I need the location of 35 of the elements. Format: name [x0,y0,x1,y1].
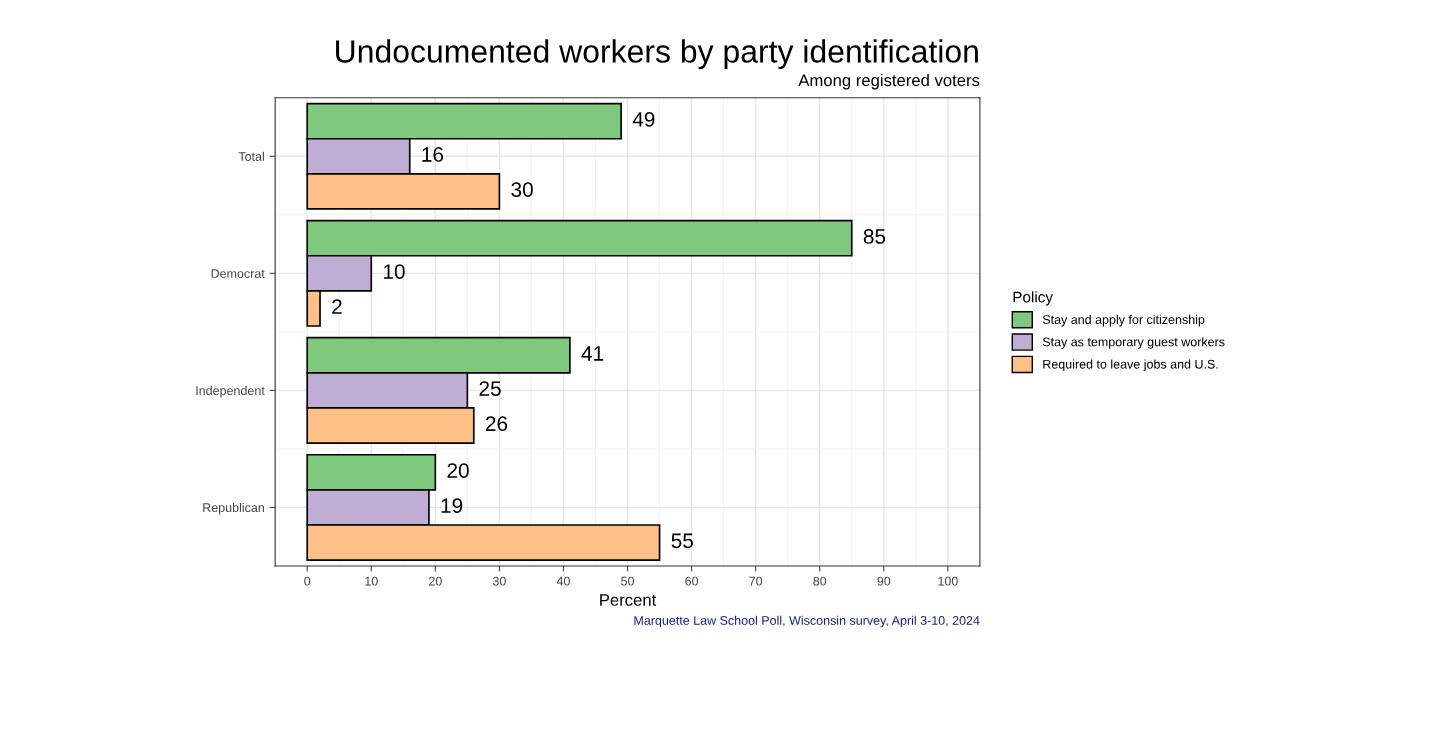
legend-title: Policy [1013,291,1053,306]
data-label: 41 [581,346,604,361]
legend-label: Stay as temporary guest workers [1042,337,1225,349]
x-tick-label: 0 [304,576,311,586]
data-label: 49 [632,112,655,127]
y-tick-label: Democrat [211,269,265,278]
text: Marquette Law School Poll, Wisconsin survey, April 3-10, 2024 [634,615,980,628]
x-tick-label: 70 [749,576,763,586]
x-tick-label: 100 [938,576,958,586]
legend-label: Stay and apply for citizenship [1042,314,1205,327]
x-tick-label: 40 [556,576,570,586]
data-label: 85 [863,229,886,244]
data-label: 20 [447,463,469,478]
x-tick-label: 80 [813,576,827,586]
y-tick-label: Republican [203,502,264,515]
data-label: 26 [485,416,508,432]
chart-subtitle: Among registered voters [798,73,980,90]
data-label: 30 [511,182,533,197]
x-tick-label: 90 [877,576,891,586]
x-tick-label: 60 [685,576,699,586]
x-tick-label: 50 [621,576,634,586]
data-label: 19 [441,498,463,514]
legend-label: Required to leave jobs and U.S. [1043,359,1218,372]
data-label: 2 [332,299,342,314]
data-label: 25 [479,381,501,396]
x-tick-label: 10 [365,576,378,586]
x-tick-label: 20 [429,576,442,586]
data-label: 55 [671,533,693,549]
data-label: 16 [422,147,444,162]
y-tick-label: Independent [196,385,265,398]
data-label: 10 [383,264,405,279]
x-axis-title: Percent [600,594,657,606]
x-tick-label: 30 [492,576,506,586]
chart-title: Undocumented workers by party identification [336,39,978,70]
y-tick-label: Total [238,151,264,161]
